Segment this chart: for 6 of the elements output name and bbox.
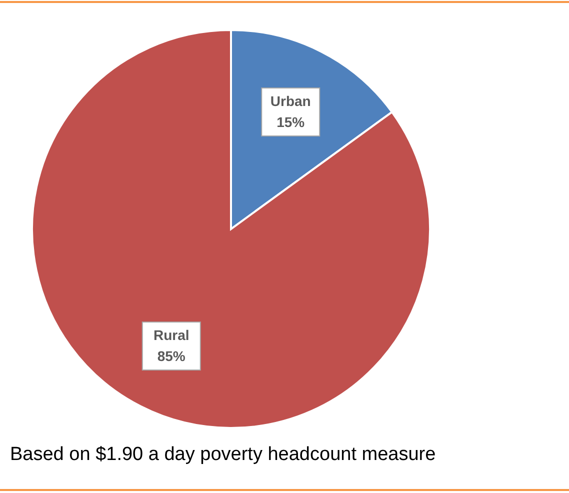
text: Based on $1.90 a day poverty headcount measure [10,444,436,465]
slice-label: Urban [270,92,311,109]
pie-slice [31,29,431,429]
slice-label: Rural [153,327,190,344]
data-label: 85% [157,348,186,364]
data-label: 15% [276,114,306,130]
